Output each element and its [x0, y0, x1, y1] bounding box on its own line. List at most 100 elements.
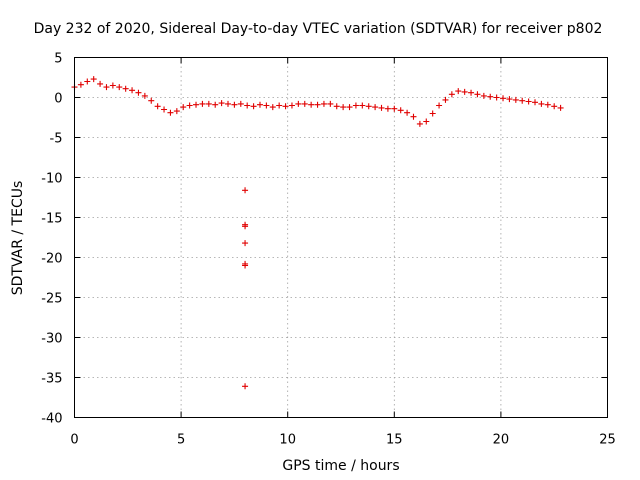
data-point	[244, 102, 251, 109]
data-point	[551, 103, 558, 110]
data-point	[506, 96, 513, 103]
y-tick-label: 5	[54, 52, 62, 67]
data-point	[333, 103, 340, 110]
axis-ticks	[74, 57, 608, 418]
data-point	[532, 99, 539, 106]
data-point	[242, 240, 249, 247]
data-point	[314, 101, 321, 108]
data-point	[97, 80, 104, 87]
data-point	[173, 108, 180, 115]
data-point	[372, 104, 379, 111]
data-point	[250, 103, 257, 110]
data-point	[282, 103, 289, 110]
y-tick-label: 0	[54, 92, 62, 107]
data-point	[161, 106, 168, 113]
data-point	[487, 93, 494, 100]
data-point	[186, 102, 193, 109]
chart-title: Day 232 of 2020, Sidereal Day-to-day VTE…	[34, 21, 603, 37]
data-point	[242, 187, 249, 194]
data-point	[141, 92, 148, 99]
data-point	[77, 81, 84, 88]
data-point	[116, 84, 123, 91]
data-point	[327, 100, 334, 107]
data-point	[242, 262, 249, 269]
y-tick-label: -25	[41, 292, 62, 307]
data-point	[512, 96, 519, 103]
x-tick-label: 5	[177, 433, 185, 448]
data-point	[500, 95, 507, 102]
data-point	[423, 118, 430, 125]
plot-frame	[74, 57, 608, 418]
data-point	[129, 87, 136, 94]
data-point	[242, 223, 249, 230]
x-tick-label: 10	[279, 433, 296, 448]
y-tick-label: -40	[41, 412, 62, 427]
data-point	[404, 109, 411, 116]
data-point	[167, 109, 174, 116]
data-point	[557, 104, 564, 111]
x-tick-label: 0	[70, 433, 78, 448]
data-point	[410, 113, 417, 120]
data-point	[237, 100, 244, 107]
data-point	[180, 104, 187, 111]
data-points	[71, 76, 564, 390]
x-tick-label: 25	[599, 433, 616, 448]
data-point	[301, 100, 308, 107]
data-point	[359, 102, 366, 109]
data-point	[256, 101, 263, 108]
data-point	[295, 100, 302, 107]
y-tick-labels: 5 0 -5 -10 -15 -20 -25 -30 -35 -40	[41, 52, 62, 427]
data-point	[122, 85, 129, 92]
y-tick-label: -10	[41, 172, 62, 187]
data-point	[199, 100, 206, 107]
data-point	[154, 103, 161, 110]
data-point	[455, 88, 462, 95]
x-axis-title: GPS time / hours	[282, 458, 399, 474]
data-point	[148, 97, 155, 104]
data-point	[384, 105, 391, 112]
data-point	[269, 104, 276, 111]
data-point	[308, 101, 315, 108]
data-point	[212, 101, 219, 108]
x-tick-labels: 0 5 10 15 20 25	[70, 433, 615, 448]
x-tick-label: 15	[386, 433, 403, 448]
data-point	[218, 100, 225, 107]
x-tick-label: 20	[493, 433, 510, 448]
data-point	[442, 96, 449, 103]
data-point	[340, 104, 347, 111]
data-point	[391, 105, 398, 112]
data-point	[242, 383, 249, 390]
data-point	[103, 84, 110, 91]
data-point	[84, 78, 91, 85]
data-point	[205, 100, 212, 107]
data-point	[429, 110, 436, 117]
data-point	[474, 91, 481, 98]
data-point	[493, 94, 500, 101]
data-point	[365, 103, 372, 110]
data-point	[288, 102, 295, 109]
data-point	[397, 107, 404, 114]
data-point	[538, 100, 545, 107]
data-point	[525, 98, 532, 105]
data-point	[352, 102, 359, 109]
data-point	[135, 89, 142, 96]
data-point	[320, 100, 327, 107]
data-point	[109, 82, 116, 89]
y-tick-label: -15	[41, 212, 62, 227]
data-point	[448, 91, 455, 98]
data-point	[231, 101, 238, 108]
y-tick-label: -20	[41, 252, 62, 267]
data-point	[378, 104, 385, 111]
y-tick-label: -5	[50, 132, 63, 147]
data-point	[90, 76, 97, 83]
data-point	[225, 100, 232, 107]
data-point	[346, 104, 353, 111]
data-point	[263, 102, 270, 109]
data-point	[480, 92, 487, 99]
data-point	[468, 89, 475, 96]
y-axis-title: SDTVAR / TECUs	[10, 181, 26, 296]
data-point	[193, 101, 200, 108]
y-tick-label: -35	[41, 372, 62, 387]
grid	[74, 57, 608, 418]
